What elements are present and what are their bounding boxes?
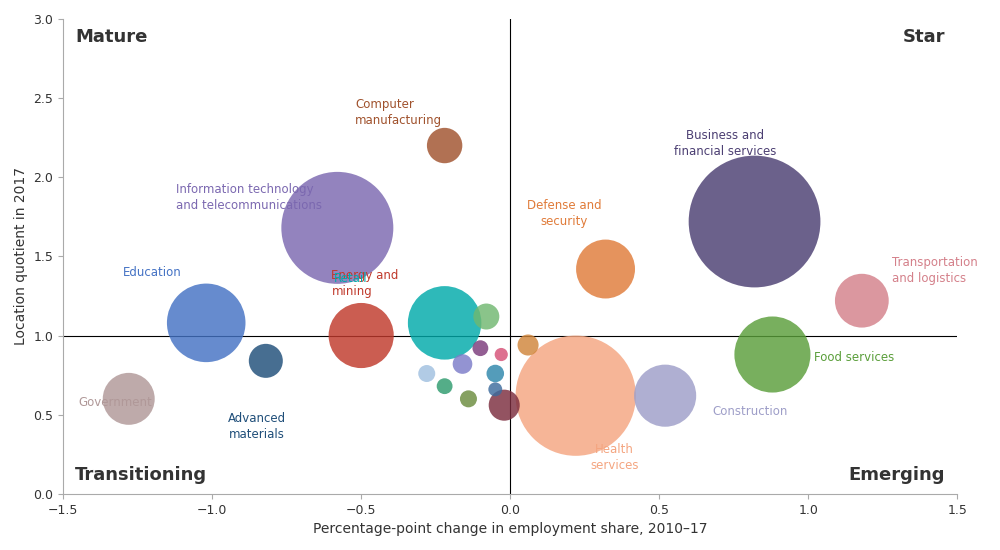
Point [437, 382, 453, 390]
Point [437, 318, 453, 327]
Text: Construction: Construction [713, 405, 788, 418]
Text: Business and
financial services: Business and financial services [674, 129, 776, 158]
Point [598, 265, 614, 273]
Text: Defense and
security: Defense and security [527, 199, 601, 228]
Point [520, 340, 536, 349]
Point [437, 141, 453, 150]
Text: Transportation
and logistics: Transportation and logistics [892, 256, 977, 285]
Point [258, 356, 274, 365]
X-axis label: Percentage-point change in employment share, 2010–17: Percentage-point change in employment sh… [313, 522, 707, 536]
Text: Health
services: Health services [590, 443, 639, 472]
Point [487, 385, 503, 394]
Text: Energy and
mining: Energy and mining [331, 268, 399, 298]
Point [657, 391, 673, 400]
Text: Emerging: Emerging [849, 466, 945, 485]
Text: Information technology
and telecommunications: Information technology and telecommunica… [176, 183, 322, 212]
Point [496, 401, 512, 410]
Text: Government: Government [78, 395, 152, 409]
Point [121, 394, 137, 403]
Text: Retail: Retail [334, 272, 367, 285]
Text: Transitioning: Transitioning [75, 466, 207, 485]
Point [568, 391, 584, 400]
Point [493, 350, 509, 359]
Point [460, 394, 476, 403]
Point [198, 318, 214, 327]
Point [472, 344, 488, 353]
Text: Mature: Mature [75, 29, 147, 46]
Text: Food services: Food services [814, 351, 894, 364]
Point [454, 360, 470, 368]
Point [854, 296, 870, 305]
Point [478, 312, 494, 321]
Text: Star: Star [903, 29, 945, 46]
Y-axis label: Location quotient in 2017: Location quotient in 2017 [14, 167, 28, 345]
Point [487, 369, 503, 378]
Text: Education: Education [123, 266, 182, 278]
Point [353, 331, 369, 340]
Point [764, 350, 780, 359]
Point [747, 217, 763, 226]
Text: Advanced
materials: Advanced materials [228, 411, 286, 441]
Text: Computer
manufacturing: Computer manufacturing [355, 97, 442, 126]
Point [419, 369, 435, 378]
Point [329, 223, 345, 232]
